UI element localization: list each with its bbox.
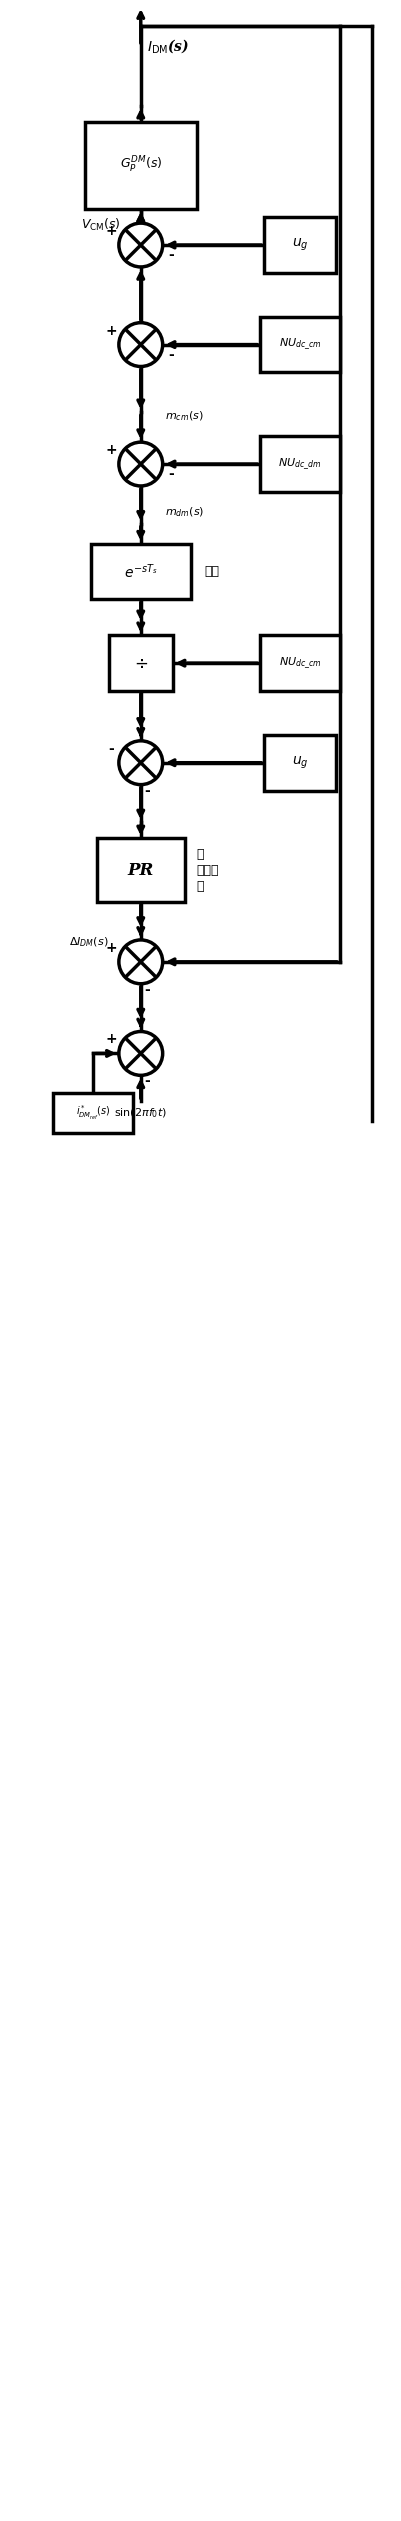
Text: -: -	[168, 466, 174, 482]
Bar	[264, 217, 336, 272]
Bar	[85, 121, 196, 209]
Text: +: +	[105, 444, 117, 456]
Text: $u_g$: $u_g$	[292, 237, 308, 252]
Circle shape	[119, 441, 163, 487]
Text: $e^{-sT_s}$: $e^{-sT_s}$	[124, 562, 158, 580]
Circle shape	[119, 224, 163, 267]
Text: +: +	[105, 323, 117, 338]
Circle shape	[119, 1031, 163, 1076]
Bar	[260, 635, 340, 691]
Circle shape	[119, 741, 163, 784]
Text: -: -	[168, 247, 174, 262]
Text: 采样: 采样	[205, 565, 219, 577]
Text: PR: PR	[128, 862, 154, 880]
Text: $NU_{dc\_cm}$: $NU_{dc\_cm}$	[279, 655, 322, 671]
Text: $I_{\mathrm{DM}}$(s): $I_{\mathrm{DM}}$(s)	[147, 38, 189, 55]
Bar	[109, 635, 172, 691]
Circle shape	[119, 323, 163, 366]
Text: $\Delta I_{DM}(s)$: $\Delta I_{DM}(s)$	[69, 935, 109, 948]
Text: -: -	[108, 741, 114, 756]
Text: $G_P^{DM}(s)$: $G_P^{DM}(s)$	[119, 156, 162, 176]
Text: $NU_{dc\_dm}$: $NU_{dc\_dm}$	[278, 456, 322, 471]
Text: -: -	[144, 983, 150, 996]
Text: +: +	[105, 940, 117, 955]
Text: 稳: 稳	[196, 847, 204, 860]
Text: -: -	[144, 784, 150, 797]
Bar	[53, 1094, 133, 1132]
Text: -: -	[168, 348, 174, 361]
Text: +: +	[105, 224, 117, 237]
Text: $NU_{dc\_cm}$: $NU_{dc\_cm}$	[279, 338, 322, 353]
Bar	[264, 734, 336, 792]
Text: 调: 调	[196, 880, 204, 892]
Text: $\sin(2\pi f_0 t)$: $\sin(2\pi f_0 t)$	[114, 1107, 167, 1119]
Circle shape	[119, 940, 163, 983]
Text: $u_g$: $u_g$	[292, 754, 308, 771]
Text: $V_{\mathrm{CM}}(s)$: $V_{\mathrm{CM}}(s)$	[81, 217, 121, 232]
Text: 电流节: 电流节	[196, 865, 219, 877]
Text: $m_{dm}(s)$: $m_{dm}(s)$	[165, 504, 204, 519]
Text: $m_{cm}(s)$: $m_{cm}(s)$	[165, 408, 203, 424]
Text: -: -	[144, 1074, 150, 1089]
Text: $i^*_{DM_{ref}}(s)$: $i^*_{DM_{ref}}(s)$	[76, 1104, 110, 1122]
Text: $\div$: $\div$	[134, 655, 148, 671]
Bar	[260, 436, 340, 492]
Bar	[260, 318, 340, 373]
Bar	[97, 839, 184, 903]
Text: +: +	[105, 1034, 117, 1046]
Bar	[91, 545, 190, 600]
